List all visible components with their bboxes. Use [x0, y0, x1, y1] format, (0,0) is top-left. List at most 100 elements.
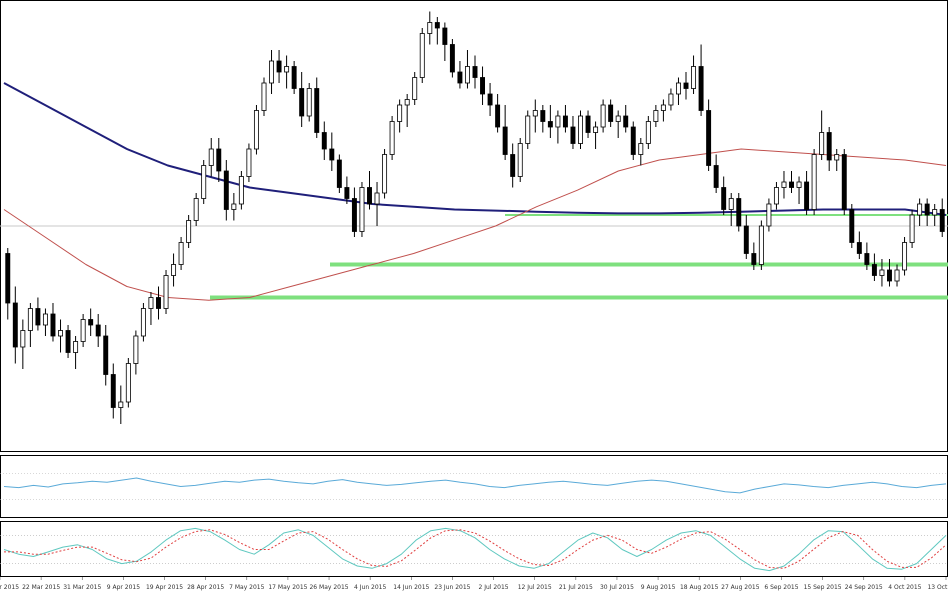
- candle: [216, 138, 222, 182]
- moving-averages: [3, 82, 947, 301]
- candle-body-up: [80, 319, 86, 342]
- candle: [382, 149, 388, 199]
- candle-body-up: [578, 115, 583, 144]
- candle: [374, 182, 380, 226]
- candle-body-down: [743, 225, 749, 254]
- candle-body-down: [65, 330, 71, 353]
- candle-body-down: [608, 104, 614, 122]
- candle: [638, 138, 644, 166]
- candle: [404, 94, 410, 127]
- candle: [80, 314, 86, 347]
- candle: [698, 44, 704, 116]
- candle-body-down: [849, 209, 855, 243]
- candle-body-down: [698, 66, 704, 111]
- candle-body-up: [261, 82, 267, 111]
- candle-body-up: [894, 269, 900, 282]
- x-tick-label: 28 Apr 2015: [187, 584, 224, 591]
- candle-body-down: [291, 66, 297, 89]
- candle: [73, 336, 79, 369]
- candle: [344, 176, 350, 204]
- candle-body-down: [457, 71, 463, 84]
- candle: [547, 105, 553, 138]
- candle-body-down: [630, 126, 636, 155]
- candle: [419, 28, 425, 83]
- candle-body-up: [819, 132, 825, 155]
- candle: [789, 171, 794, 193]
- candle: [751, 242, 757, 270]
- candle-body-down: [683, 82, 689, 89]
- candle-body-up: [186, 220, 192, 243]
- candle: [570, 116, 576, 149]
- candle-body-down: [449, 44, 455, 73]
- candle-body-up: [645, 121, 651, 144]
- candle: [389, 116, 395, 160]
- candle-body-up: [412, 77, 418, 100]
- candle: [728, 193, 734, 226]
- candle: [540, 105, 546, 133]
- candle-body-up: [284, 66, 290, 73]
- candle-body-up: [902, 242, 908, 271]
- stochastic-pane: [0, 521, 948, 577]
- candle: [253, 105, 259, 155]
- candle: [238, 171, 244, 210]
- oscillator-pane: [0, 455, 948, 518]
- candle-body-down: [276, 60, 282, 73]
- candle: [517, 138, 523, 182]
- candle-body-up: [42, 313, 48, 326]
- candle-body-up: [58, 330, 63, 337]
- x-tick-label: 9 Apr 2015: [107, 584, 140, 591]
- candle-body-down: [95, 324, 101, 337]
- candlesticks: [5, 11, 945, 424]
- candle: [510, 143, 516, 188]
- candle: [329, 132, 335, 171]
- candle: [532, 99, 538, 133]
- x-tick-label: 19 Apr 2015: [146, 584, 183, 591]
- candle: [442, 22, 448, 61]
- ma-slow-line: [3, 82, 947, 216]
- candle: [939, 198, 945, 237]
- candle-body-up: [773, 187, 779, 205]
- candle-body-down: [344, 187, 350, 199]
- candle-body-down: [5, 253, 11, 304]
- candle: [299, 72, 305, 127]
- candle: [834, 149, 840, 171]
- candle: [42, 308, 48, 336]
- candle-body-down: [367, 187, 372, 205]
- candle-body-up: [781, 181, 787, 188]
- candle-body-down: [789, 181, 794, 188]
- candle-body-up: [208, 148, 214, 166]
- x-tick-label: 13 Oct 2015: [927, 584, 948, 591]
- candle: [223, 160, 229, 221]
- candle: [359, 182, 365, 237]
- candle: [758, 220, 764, 270]
- candle: [630, 121, 636, 160]
- candle: [487, 83, 493, 116]
- candle-body-down: [924, 203, 930, 216]
- candle-body-up: [879, 269, 885, 276]
- candle: [65, 325, 71, 358]
- candle-body-down: [50, 313, 56, 337]
- candle: [743, 215, 749, 259]
- stochastic-indicator: [0, 527, 948, 572]
- candle-body-up: [269, 60, 275, 84]
- x-tick-label: 9 Aug 2015: [641, 584, 676, 591]
- candle: [133, 330, 139, 375]
- candle: [909, 209, 915, 248]
- candle: [871, 253, 877, 281]
- x-tick-label: 27 Aug 2015: [721, 584, 760, 591]
- candle-body-down: [570, 126, 576, 144]
- candle: [683, 72, 689, 100]
- candle: [178, 237, 184, 270]
- candle-body-down: [103, 335, 109, 375]
- candle-body-down: [562, 115, 568, 128]
- candle-body-up: [615, 115, 621, 122]
- candle: [110, 363, 116, 419]
- candle: [201, 160, 207, 204]
- candle: [653, 105, 659, 127]
- candle-body-down: [826, 132, 832, 161]
- candle: [894, 264, 900, 287]
- candle: [50, 303, 56, 342]
- candle: [924, 198, 930, 226]
- ma-fast-line: [3, 148, 947, 301]
